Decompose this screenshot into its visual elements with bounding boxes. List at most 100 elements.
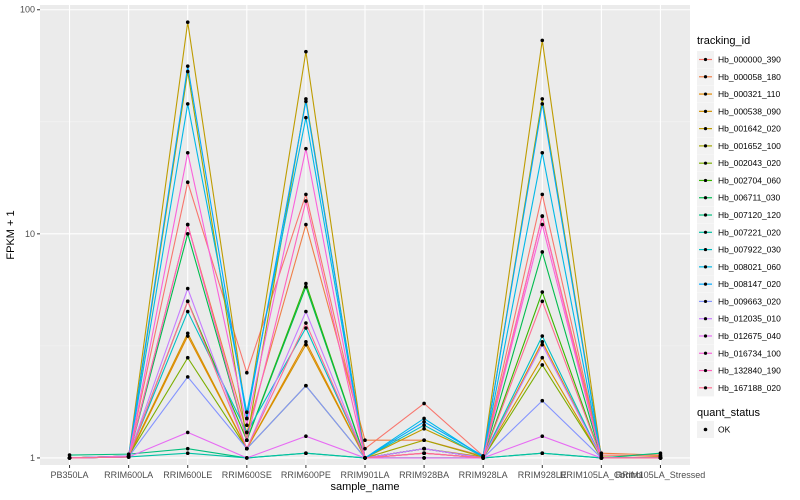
x-tick-label: PB350LA [51, 470, 89, 480]
x-tick-label: RRIM928LA [459, 470, 508, 480]
data-point [304, 192, 308, 197]
legend-label: Hb_000538_090 [718, 106, 781, 116]
data-point [245, 446, 249, 451]
data-point [185, 430, 190, 435]
data-point [185, 299, 190, 304]
axis-layer: 1 10 100 PB350LA RRIM600LA RRIM600LE RRIM600SE… [20, 5, 705, 480]
legend-label: Hb_007120_120 [718, 210, 781, 220]
data-point [540, 38, 545, 43]
data-point [245, 438, 249, 442]
data-point [540, 222, 545, 227]
data-point [304, 199, 308, 203]
data-point [304, 97, 308, 101]
data-point [540, 192, 545, 197]
data-point [304, 49, 308, 54]
legend-key-point [703, 247, 708, 252]
data-point [540, 97, 545, 101]
data-point [363, 446, 367, 451]
data-point [422, 419, 426, 424]
data-point [245, 423, 249, 427]
legend: tracking_id Hb_000000_390Hb_000058_180Hb… [697, 35, 781, 438]
data-point [540, 339, 545, 344]
data-point [422, 423, 426, 427]
legend-items: Hb_000000_390 Hb_000058_180 Hb_000321_110 H… [697, 51, 781, 397]
data-point [304, 281, 308, 286]
legend-label: Hb_006711_030 [718, 193, 781, 203]
legend-key-point [703, 57, 708, 62]
data-point [185, 232, 190, 236]
data-point [422, 426, 426, 431]
legend-label: Hb_002043_020 [718, 158, 781, 168]
data-point [67, 453, 72, 457]
legend-label: Hb_001652_100 [718, 141, 781, 151]
y-tick-label: 1 [30, 453, 35, 463]
data-point [422, 446, 426, 451]
legend-key-point [703, 230, 708, 234]
data-point [599, 456, 604, 460]
legend-key-point [703, 127, 708, 131]
legend-key-point [703, 265, 708, 269]
data-point [304, 146, 308, 151]
data-point [540, 355, 545, 360]
data-point [185, 446, 190, 451]
data-point [304, 309, 308, 314]
data-point [185, 102, 190, 106]
data-point [185, 64, 190, 68]
legend-label: Hb_007922_030 [718, 245, 781, 255]
data-point [245, 430, 249, 435]
data-point [185, 375, 190, 379]
data-point [540, 363, 545, 367]
data-point [540, 334, 545, 338]
legend-label: Hb_000058_180 [718, 72, 781, 82]
data-point [185, 331, 190, 336]
data-point [304, 222, 308, 227]
legend-key-point [703, 386, 708, 390]
quant-status-label: OK [718, 425, 731, 435]
data-point [67, 456, 72, 460]
legend-label: Hb_002704_060 [718, 175, 781, 185]
data-point [304, 99, 308, 104]
legend-key-point [703, 317, 708, 321]
point-layer [67, 20, 663, 460]
x-tick-label: RRIM928BA [399, 470, 449, 480]
legend-key-point [703, 299, 708, 304]
legend-key-point [703, 92, 708, 96]
legend-key-point [703, 282, 708, 286]
legend-key-point [703, 334, 708, 338]
legend-key-point [703, 368, 708, 373]
x-tick-label: RRIM600PE [281, 470, 331, 480]
legend-label: Hb_016734_100 [718, 348, 781, 358]
x-tick-label: RRIM105LA_Control [560, 470, 643, 480]
data-point [304, 339, 308, 344]
data-point [363, 438, 367, 442]
data-point [185, 150, 190, 155]
x-tick-label: RRIM600LE [163, 470, 212, 480]
data-point [245, 370, 249, 375]
y-tick-label: 10 [25, 229, 35, 239]
legend-label: Hb_167188_020 [718, 383, 781, 393]
data-point [540, 434, 545, 439]
data-point [185, 451, 190, 455]
legend-key-point [703, 351, 708, 355]
legend-key-point [703, 161, 708, 165]
x-tick-label: RRIM928LE [518, 470, 567, 480]
legend-label: Hb_009663_020 [718, 296, 781, 306]
data-point [185, 180, 190, 185]
legend-label: Hb_008021_060 [718, 262, 781, 272]
data-point [540, 342, 545, 347]
data-point [658, 456, 663, 460]
data-point [540, 398, 545, 403]
data-point [304, 342, 308, 347]
legend-label: Hb_012675_040 [718, 331, 781, 341]
legend-label: Hb_007221_020 [718, 227, 781, 237]
data-point [422, 416, 426, 421]
data-point [599, 451, 604, 455]
x-tick-label: RRIM105LA_Stressed [616, 470, 706, 480]
legend-key-point [703, 109, 708, 113]
data-point [304, 383, 308, 388]
legend-label: Hb_008147_020 [718, 279, 781, 289]
data-point [540, 214, 545, 218]
data-point [126, 455, 131, 459]
x-axis-title: sample_name [330, 481, 399, 493]
